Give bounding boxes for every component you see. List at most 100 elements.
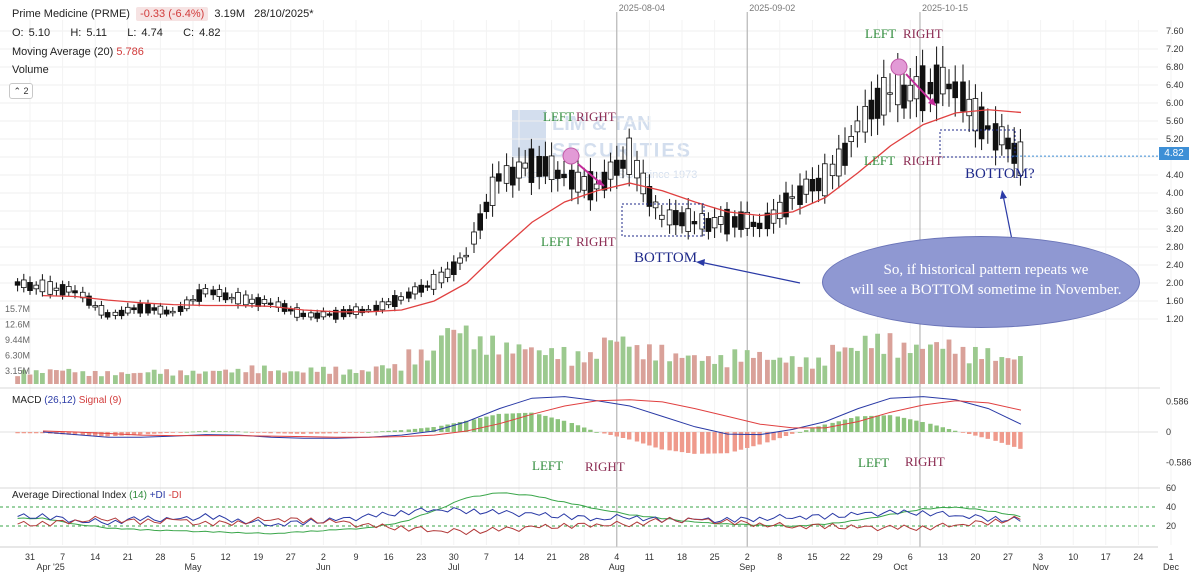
candle-body (314, 312, 320, 319)
volume-bar (373, 366, 379, 384)
volume-bar (471, 349, 477, 384)
price-tick-label: 6.00 (1166, 98, 1184, 108)
macd-histogram-bar (816, 426, 821, 432)
candle-body (587, 171, 594, 201)
price-tick-label: 5.60 (1166, 116, 1184, 126)
macd-histogram-bar (928, 423, 933, 432)
peak-circle-2 (890, 58, 908, 76)
candle-body (569, 169, 575, 190)
volume-bar (412, 364, 418, 384)
volume-bar (229, 372, 235, 384)
macd-histogram-bar (308, 432, 314, 434)
candle-body (750, 221, 757, 227)
candle-body (756, 222, 763, 230)
candle-body (196, 289, 203, 302)
candle-body (940, 66, 946, 95)
volume-bar (555, 359, 561, 384)
macd-tick-label: -0.586 (1166, 457, 1192, 467)
candle-body (495, 173, 502, 182)
macd-histogram-bar (549, 417, 554, 432)
volume-bar (712, 363, 717, 384)
macd-histogram-bar (765, 432, 770, 443)
volume-tick-label: 12.6M (5, 320, 30, 330)
price-tick-label: 7.60 (1166, 26, 1184, 36)
price-tick-label: 3.20 (1166, 224, 1184, 234)
volume-bar (490, 335, 495, 384)
macd-panel (0, 396, 1158, 454)
candle-body (47, 281, 53, 295)
macd-histogram-bar (398, 430, 404, 432)
low-value: L: 4.74 (127, 27, 163, 39)
candle-body (340, 309, 347, 318)
volume-bar (960, 346, 966, 384)
candle-body (92, 305, 99, 308)
volume-bar (463, 325, 469, 384)
volume-bar (341, 374, 346, 384)
date-marker-label: 2025-08-04 (619, 3, 665, 13)
macd-histogram-bar (223, 431, 228, 432)
macd-histogram-bar (659, 432, 664, 450)
candle-body (326, 313, 333, 316)
macd-histogram-bar (360, 432, 365, 433)
macd-histogram-bar (712, 432, 717, 454)
month-label: Nov (1033, 562, 1050, 572)
macd-histogram-bar (575, 425, 581, 432)
candle-body (691, 221, 698, 225)
candle-body (503, 165, 510, 184)
volume-bar (249, 365, 255, 384)
macd-histogram-bar (594, 432, 599, 433)
month-label: Dec (1163, 562, 1180, 572)
candle-body (829, 163, 836, 177)
volume-bar (887, 333, 893, 384)
peak-circle-1 (562, 147, 580, 165)
macd-histogram-bar (197, 431, 202, 432)
macd-histogram-bar (380, 431, 385, 433)
candle-body (561, 173, 567, 179)
volume-bar (516, 344, 522, 384)
macd-tick-label: 0.586 (1166, 397, 1189, 407)
volume-bar (151, 369, 157, 384)
macd-histogram-bar (895, 416, 900, 432)
ma-label: Moving Average (20) (12, 46, 114, 58)
volume-bar (333, 366, 339, 384)
candle-body (249, 298, 255, 304)
annotation-right-1: RIGHT (576, 109, 616, 124)
minus-di-line (17, 515, 1021, 536)
volume-bar (425, 360, 430, 384)
candle-body (163, 309, 170, 315)
bottom-box-1 (621, 203, 705, 237)
macd-histogram-bar (582, 427, 587, 432)
macd-histogram-bar (967, 432, 972, 434)
macd-histogram-bar (484, 416, 489, 432)
candle-body (946, 83, 952, 90)
callout-arrow-1-head (696, 259, 705, 266)
macd-histogram-bar (979, 432, 984, 438)
date-tick-label: 23 (416, 552, 426, 562)
candle-body (261, 299, 268, 304)
volume-bar (203, 371, 208, 384)
month-label: Apr '25 (37, 562, 65, 572)
macd-histogram-bar (993, 432, 998, 441)
volume-bar (771, 359, 776, 384)
candle-body (868, 99, 875, 120)
macd-label: MACD (26,12) Signal (9) (12, 395, 122, 406)
volume-bar (484, 354, 489, 384)
macd-histogram-bar (80, 432, 85, 436)
price-tick-label: 1.20 (1166, 314, 1184, 324)
macd-histogram-bar (211, 430, 216, 432)
collapse-chip[interactable]: ⌃ 2 (9, 83, 33, 99)
volume-bar (699, 360, 705, 384)
price-tick-label: 1.60 (1166, 296, 1184, 306)
volume-bar (1018, 356, 1023, 384)
volume-bar (940, 348, 946, 384)
bottom-box-2 (939, 129, 1016, 158)
macd-histogram-bar (249, 432, 255, 433)
ma-value: 5.786 (116, 46, 144, 58)
macd-histogram-bar (152, 432, 157, 434)
date-tick-label: 19 (253, 552, 263, 562)
macd-histogram-bar (315, 432, 320, 434)
volume-bar (620, 336, 626, 384)
volume-bar (353, 372, 359, 384)
volume-bar (321, 366, 326, 384)
volume-bar (946, 339, 952, 384)
